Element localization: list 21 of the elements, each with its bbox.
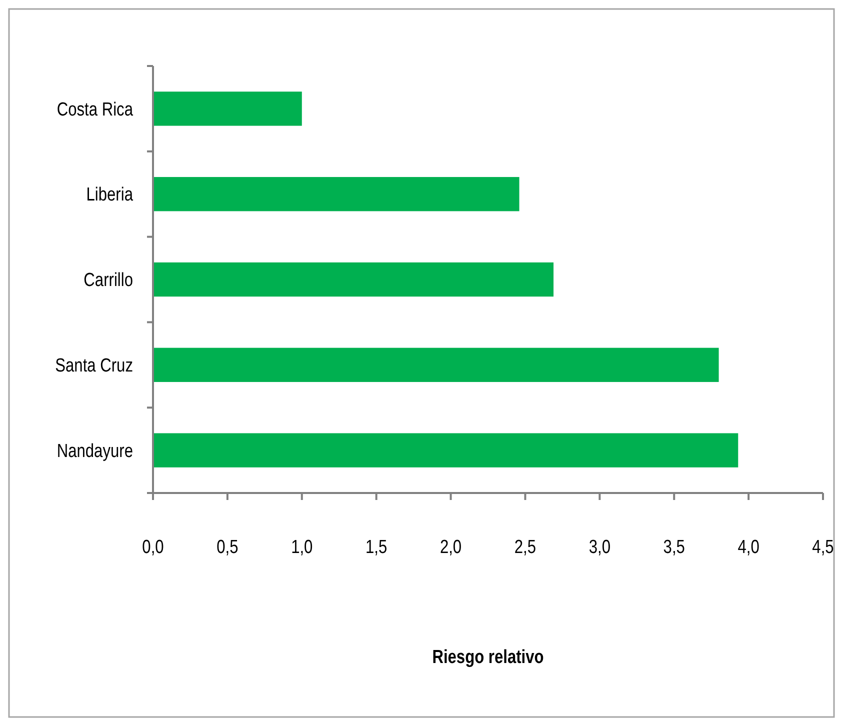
y-tick-label: Nandayure (56, 439, 133, 462)
x-tick-label: 0,0 (142, 536, 164, 558)
x-tick-label: 2,0 (440, 536, 462, 558)
x-tick-label: 3,0 (588, 536, 610, 558)
bar (153, 348, 719, 382)
x-tick-label: 1,5 (366, 536, 388, 558)
x-tick-label: 1,0 (291, 536, 313, 558)
x-tick-label: 4,0 (738, 536, 760, 558)
y-tick-label: Costa Rica (56, 98, 134, 120)
bar (153, 262, 554, 297)
bar (153, 177, 520, 212)
y-tick-label: Liberia (86, 183, 134, 206)
bar (153, 92, 302, 126)
y-tick-label: Santa Cruz (55, 354, 133, 376)
x-tick-label: 4,5 (812, 536, 834, 558)
x-tick-label: 2,5 (514, 536, 536, 558)
x-tick-label: 0,5 (216, 536, 238, 558)
x-axis-title: Riesgo relativo (432, 646, 544, 668)
y-tick-label: Carrillo (84, 268, 133, 291)
bar (153, 433, 738, 468)
x-tick-label: 3,5 (663, 536, 685, 558)
